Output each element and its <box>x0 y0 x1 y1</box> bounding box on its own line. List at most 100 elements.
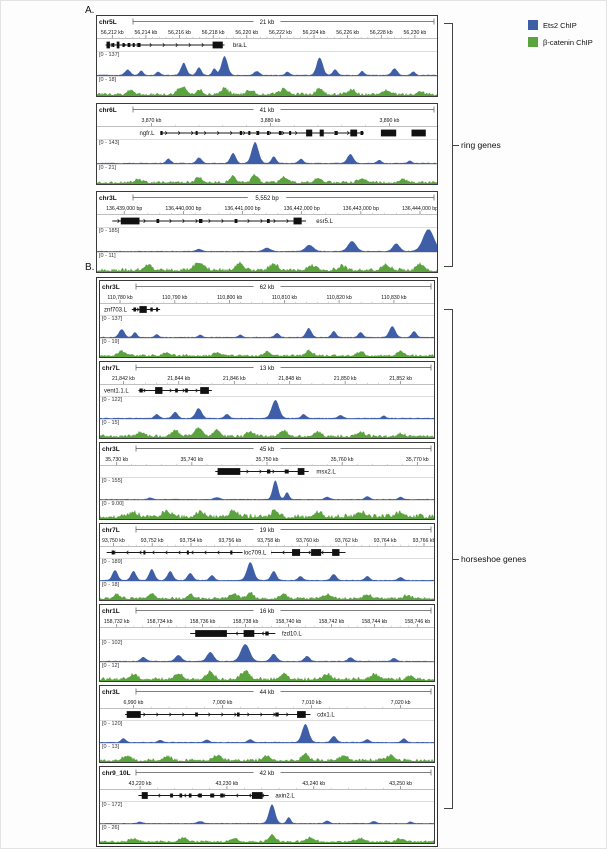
signal-range-label: [0 - 137] <box>99 52 120 58</box>
ets2-signal-track: [0 - 185] <box>97 227 437 252</box>
chromosome-label: chr5L <box>99 19 117 26</box>
panel-header: chr6L 41 kb <box>97 104 437 115</box>
gene-label: znf703.L <box>104 308 128 314</box>
gene-model: ngfr.L <box>138 129 426 137</box>
ets2-signal-track: [0 - 189] <box>100 558 434 581</box>
gene-model: vent1.1.L <box>103 386 212 395</box>
tick-label: 35,730 kb <box>105 457 128 463</box>
tick-label: 56,222 kb <box>269 30 292 36</box>
tick-label: 136,444,000 bp <box>402 206 437 212</box>
tick-label: 6,990 kb <box>123 700 143 706</box>
ruler: 35,730 kb 35,740 kb 35,750 kb 35,760 kb 35,7… <box>100 454 434 466</box>
browser-panel-esr5-L: chr3L 5,552 bp 136,439,000 bp 136,440,000 b… <box>96 191 438 273</box>
gene-label: cdx1.L <box>317 713 335 719</box>
tick-label: 110,820 kb <box>326 295 351 301</box>
ets2-signal-track: [0 - 172] <box>100 801 434 824</box>
coordinate-ruler: 43,220 kb 43,230 kb 43,240 kb 43,250 kb <box>100 781 434 790</box>
ruler: 43,220 kb 43,230 kb 43,240 kb 43,250 kb <box>100 778 434 790</box>
panel-header: chr1L 16 kb <box>100 605 434 616</box>
signal-range-label: [0 - 155] <box>102 478 123 484</box>
browser-panel-ngfr-L: chr6L 41 kb 3,870 kb 3,880 kb 3,890 kb ngfr.L… <box>96 103 438 185</box>
gene-label: msx2.L <box>316 470 336 476</box>
span-label: 42 kb <box>260 771 275 777</box>
section-b-label: B. <box>85 262 95 273</box>
panel-header: chr3L 62 kb <box>100 281 434 292</box>
legend-label-ets2: Ets2 ChIP <box>543 20 577 30</box>
tick-label: 7,000 kb <box>213 700 233 706</box>
bcatenin-signal-track-plot <box>100 752 434 762</box>
tick-label: 21,844 kb <box>167 376 190 382</box>
scale-bar: chr5L 21 kb <box>99 18 435 26</box>
chromosome-label: chr9_10L <box>102 770 131 777</box>
chromosome-label: chr3L <box>102 446 120 453</box>
ruler: 93,750 kb 93,752 kb 93,754 kb 93,756 kb 93,7… <box>100 535 434 547</box>
signal-range-label: [0 - 102] <box>102 640 123 646</box>
panel-header: chr3L 45 kb <box>100 443 434 454</box>
coordinate-ruler: 93,750 kb 93,752 kb 93,754 kb 93,756 kb 93,7… <box>100 538 434 547</box>
ets2-signal-track: [0 - 155] <box>100 477 434 500</box>
tick-label: 21,846 kb <box>223 376 246 382</box>
tick-label: 93,764 kb <box>374 538 397 544</box>
tick-label: 158,734 kb <box>147 619 173 625</box>
tick-label: 110,780 kb <box>107 295 132 301</box>
panel-header: chr7L 19 kb <box>100 524 434 535</box>
panel-header: chr9_10L 42 kb <box>100 767 434 778</box>
ets2-signal-track-plot <box>97 56 437 76</box>
bcatenin-signal-track-plot <box>100 349 434 357</box>
tick-label: 35,750 kb <box>256 457 279 463</box>
panel-header: chr5L 21 kb <box>97 16 437 27</box>
signal-range-label: [0 - 122] <box>102 397 123 403</box>
tick-label: 158,732 kb <box>104 619 130 625</box>
ets2-signal-track-plot <box>100 644 434 662</box>
ruler: 110,780 kb 110,790 kb 110,800 kb 110,810 kb… <box>100 292 434 304</box>
bcatenin-signal-track: [0 - 12] <box>100 662 434 681</box>
bcatenin-signal-track-plot <box>100 833 434 843</box>
span-label: 62 kb <box>260 285 275 291</box>
browser-panel-vent1-1-L: chr7L 13 kb 21,842 kb 21,844 kb 21,846 kb 21,… <box>99 361 435 439</box>
gene-track: fzd10.L <box>100 628 434 639</box>
tick-label: 7,020 kb <box>391 700 411 706</box>
tick-label: 56,214 kb <box>135 30 158 36</box>
tick-label: 93,750 kb <box>102 538 125 544</box>
tick-label: 136,440,000 bp <box>165 206 201 212</box>
span-label: 5,552 bp <box>255 196 279 202</box>
gene-label: vent1.1.L <box>104 389 129 395</box>
chromosome-label: chr7L <box>102 365 120 372</box>
signal-range-label: [0 - 120] <box>102 721 123 727</box>
ets2-signal-track: [0 - 122] <box>100 396 434 419</box>
tick-label: 21,842 kb <box>112 376 135 382</box>
ets2-signal-track-plot <box>100 804 434 824</box>
tick-label: 43,250 kb <box>389 781 412 787</box>
tick-label: 56,226 kb <box>336 30 359 36</box>
gene-model: fzd10.L <box>190 629 307 638</box>
gene-track: bra.L <box>97 39 437 51</box>
ring-genes-label: ring genes <box>461 140 501 150</box>
chromosome-label: chr7L <box>102 527 120 534</box>
signal-range-label: [0 - 12] <box>102 663 120 669</box>
gene-model: esr5.L <box>112 217 338 225</box>
signal-range-label: [0 - 19] <box>102 339 120 345</box>
scale-bar: chr6L 41 kb <box>99 106 435 114</box>
bcatenin-signal-track: [0 - 18] <box>100 581 434 600</box>
panel-header: chr3L 5,552 bp <box>97 192 437 203</box>
tick-label: 110,790 kb <box>162 295 187 301</box>
section-a-panels: chr5L 21 kb 56,212 kb 56,214 kb 56,216 kb 56,… <box>96 15 438 273</box>
tick-label: 93,756 kb <box>218 538 241 544</box>
ets2-signal-track-plot <box>97 141 437 164</box>
ets2-signal-track-plot <box>97 229 437 252</box>
coordinate-ruler: 136,439,000 bp 136,440,000 bp 136,441,000 … <box>97 206 437 215</box>
tick-label: 158,744 kb <box>362 619 388 625</box>
chromosome-label: chr1L <box>102 608 120 615</box>
gene-track: znf703.L <box>100 304 434 315</box>
signal-range-label: [0 - 11] <box>99 253 116 259</box>
tick-label: 93,754 kb <box>180 538 203 544</box>
signal-range-label: [0 - 189] <box>102 559 123 565</box>
bcatenin-signal-track: [0 - 11] <box>97 252 437 272</box>
signal-range-label: [0 - 13] <box>102 744 120 750</box>
bcatenin-signal-track: [0 - 9.00] <box>100 500 434 519</box>
tick-label: 56,224 kb <box>303 30 326 36</box>
coordinate-ruler: 6,990 kb 7,000 kb 7,010 kb 7,020 kb <box>100 700 434 709</box>
gene-model: bra.L <box>105 41 251 49</box>
scale-bar: chr3L 45 kb <box>102 445 432 453</box>
ets2-signal-track: [0 - 137] <box>97 51 437 76</box>
